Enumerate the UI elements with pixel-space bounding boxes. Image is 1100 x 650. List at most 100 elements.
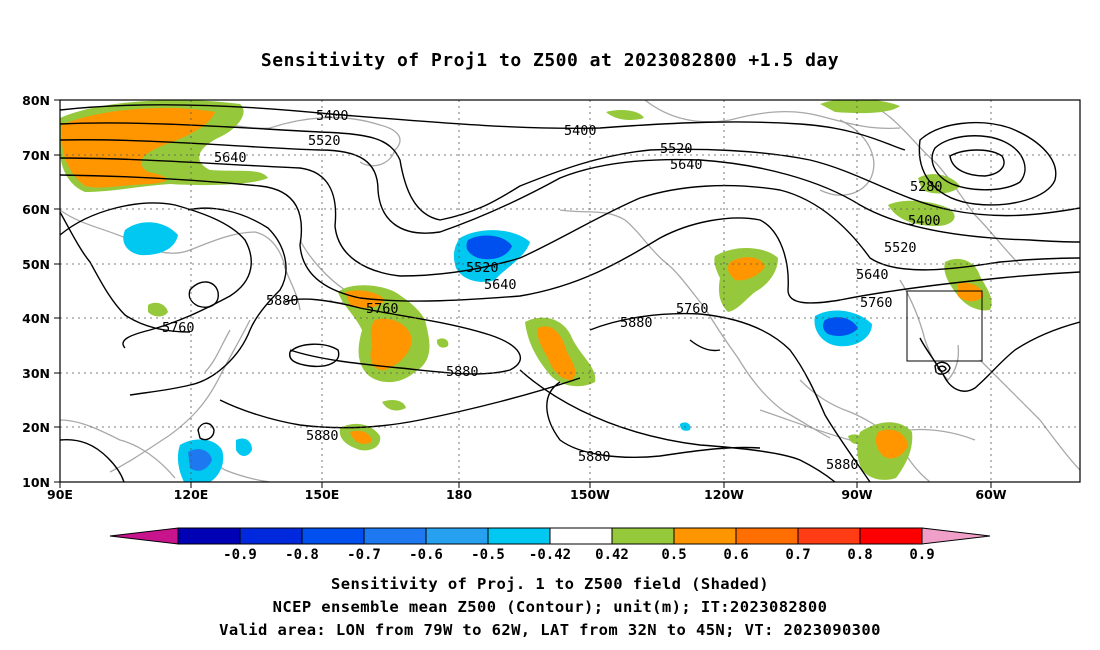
contour-label: 5400 (316, 108, 349, 124)
valid-area-box (906, 290, 983, 362)
lon-label: 150W (570, 487, 610, 502)
contour-label: 5400 (908, 213, 941, 229)
lat-label: 10N (22, 475, 50, 490)
negative-core (188, 449, 212, 471)
negative-core (466, 235, 512, 260)
contour-label: 5880 (620, 315, 653, 331)
negative-region (680, 422, 691, 431)
colorbar-label: 0.6 (723, 547, 748, 563)
colorbar-min-arrow (109, 527, 179, 545)
colorbar-segment (549, 527, 613, 545)
contour-label: 5640 (214, 150, 247, 166)
colorbar-label: -0.5 (471, 547, 505, 563)
sensitivity-shading (60, 100, 992, 482)
lon-label: 180 (446, 487, 472, 502)
contour-label: 5520 (660, 141, 693, 157)
lon-label: 120E (174, 487, 209, 502)
coastlines (60, 100, 1080, 482)
latitude-labels: 80N 70N 60N 50N 40N 30N 20N 10N (22, 93, 50, 490)
lon-label: 90E (47, 487, 73, 502)
contour-label: 5520 (884, 240, 917, 256)
positive-core (537, 326, 576, 380)
colorbar-segment (487, 527, 551, 545)
caption-line-2: NCEP ensemble mean Z500 (Contour); unit(… (272, 598, 828, 616)
lon-label: 60W (975, 487, 1006, 502)
positive-region (436, 338, 449, 348)
colorbar-segment (363, 527, 427, 545)
contour-label: 5520 (466, 260, 499, 276)
colorbar-label: 0.8 (847, 547, 872, 563)
contour-label: 5640 (670, 157, 703, 173)
colorbar-segment (735, 527, 799, 545)
longitude-labels: 90E 120E 150E 180 150W 120W 90W 60W (47, 487, 1007, 502)
contour-label: 5880 (306, 428, 339, 444)
negative-region (123, 222, 178, 256)
lat-label: 30N (22, 366, 50, 381)
caption-line-3: Valid area: LON from 79W to 62W, LAT fro… (219, 621, 881, 639)
colorbar-label: 0.7 (785, 547, 810, 563)
contour-label: 5760 (676, 301, 709, 317)
colorbar-label: -0.8 (285, 547, 319, 563)
colorbar-label: 0.42 (595, 547, 629, 563)
lon-label: 150E (305, 487, 340, 502)
colorbar-label: -0.42 (529, 547, 571, 563)
contour-label: 5400 (564, 123, 597, 139)
lat-label: 20N (22, 420, 50, 435)
colorbar-label: -0.6 (409, 547, 443, 563)
colorbar-segment (611, 527, 675, 545)
colorbar-label: -0.7 (347, 547, 381, 563)
contour-label: 5760 (860, 295, 893, 311)
lon-label: 90W (841, 487, 872, 502)
caption-line-1: Sensitivity of Proj. 1 to Z500 field (Sh… (331, 575, 769, 593)
contour-label: 5880 (446, 364, 479, 380)
colorbar-label: 0.9 (909, 547, 934, 563)
positive-region (820, 100, 900, 114)
contour-labels: 5400 5520 5640 5400 5520 5640 5280 5400 … (162, 108, 943, 473)
colorbar-segment (177, 527, 241, 545)
lat-label: 80N (22, 93, 50, 108)
lat-label: 50N (22, 257, 50, 272)
contour-label: 5760 (162, 320, 195, 336)
lat-label: 70N (22, 148, 50, 163)
positive-core (62, 108, 215, 188)
positive-core (370, 318, 412, 371)
contour-label: 5880 (826, 457, 859, 473)
positive-core (958, 282, 984, 302)
contour-label: 5880 (266, 293, 299, 309)
graticule (60, 100, 1080, 482)
lat-label: 60N (22, 202, 50, 217)
lon-label: 120W (704, 487, 744, 502)
contour-label: 5640 (484, 277, 517, 293)
colorbar-label: -0.9 (223, 547, 257, 563)
colorbar-max-arrow (921, 527, 991, 545)
colorbar (109, 527, 991, 545)
map-frame (59, 99, 1081, 483)
lat-label: 40N (22, 311, 50, 326)
positive-core (727, 257, 765, 281)
positive-core (350, 430, 372, 444)
contour-label: 5280 (910, 179, 943, 195)
colorbar-segment (859, 527, 923, 545)
contour-label: 5880 (578, 449, 611, 465)
positive-region (848, 434, 864, 444)
colorbar-segment (797, 527, 861, 545)
axis-ticks (54, 99, 992, 488)
positive-region (382, 400, 406, 411)
contour-label: 5640 (856, 267, 889, 283)
colorbar-segment (673, 527, 737, 545)
negative-core (823, 317, 858, 336)
positive-region (148, 302, 168, 317)
contour-label: 5760 (366, 301, 399, 317)
colorbar-label: 0.5 (661, 547, 686, 563)
colorbar-segment (425, 527, 489, 545)
positive-core (875, 429, 908, 459)
map-title: Sensitivity of Proj1 to Z500 at 20230828… (260, 50, 840, 71)
contour-label: 5520 (308, 133, 341, 149)
colorbar-labels: -0.9 -0.8 -0.7 -0.6 -0.5 -0.42 0.42 0.5 0.6 0.7 0.… (223, 547, 935, 563)
z500-contours (60, 104, 1080, 482)
colorbar-segment (239, 527, 303, 545)
negative-region (236, 438, 252, 456)
positive-region (606, 110, 644, 120)
colorbar-segment (301, 527, 365, 545)
